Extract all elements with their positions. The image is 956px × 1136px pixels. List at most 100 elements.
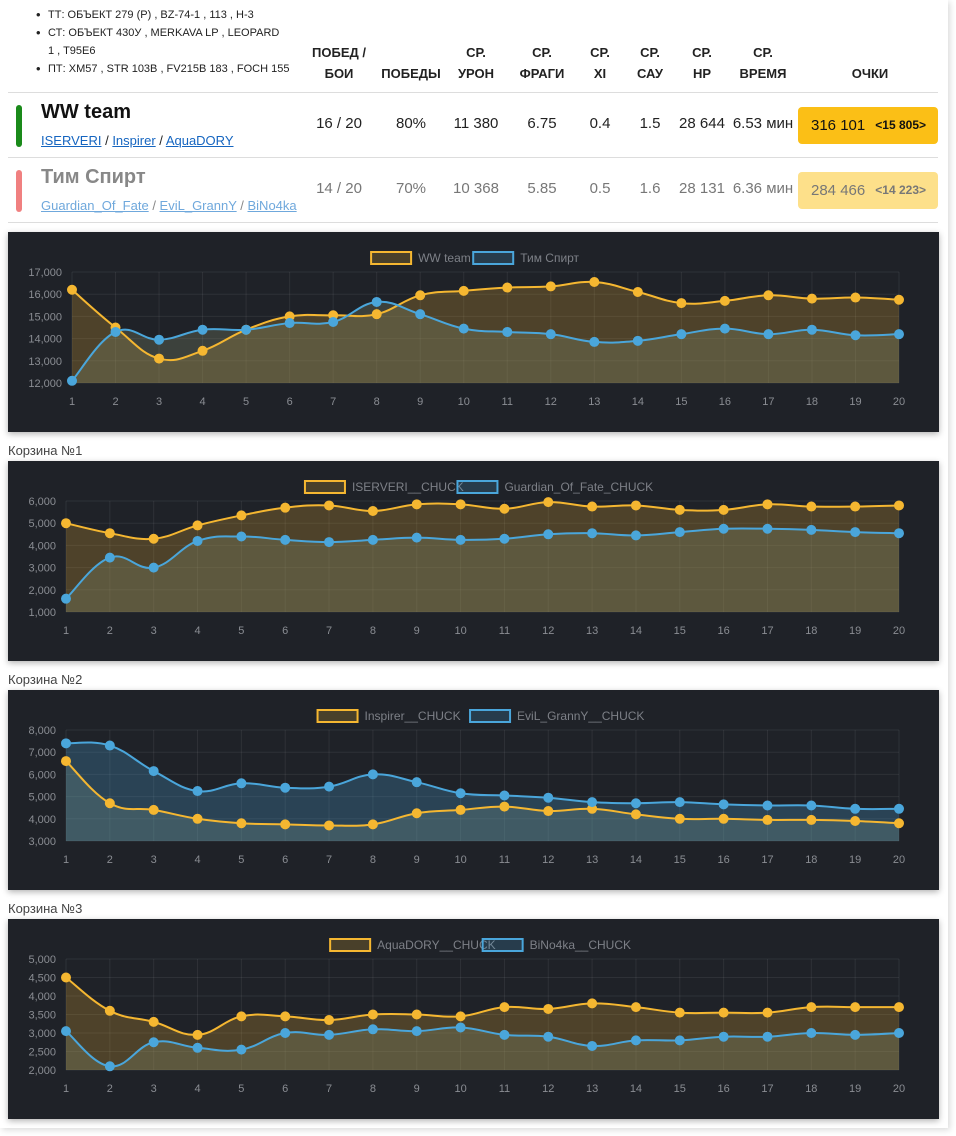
team-color-bar <box>16 170 22 212</box>
data-point <box>850 292 861 303</box>
data-point <box>197 345 208 356</box>
x-tick-label: 2 <box>107 1083 113 1095</box>
data-point <box>236 1044 247 1055</box>
separator: / <box>240 198 248 213</box>
team-hp: 28 644 <box>679 115 725 132</box>
data-point <box>763 329 774 340</box>
y-tick-label: 7,000 <box>28 747 56 759</box>
data-point <box>284 318 295 329</box>
x-tick-label: 3 <box>151 1083 157 1095</box>
column-header-arty: СР. САУ <box>636 45 664 81</box>
team-points: 284 466 <box>811 182 866 199</box>
data-point <box>674 504 685 515</box>
column-header-points: ОЧКИ <box>851 66 889 81</box>
data-point <box>630 809 641 820</box>
x-tick-label: 4 <box>200 396 206 408</box>
data-point <box>280 502 291 513</box>
y-tick-label: 4,000 <box>28 991 56 1003</box>
chart-panel-basket-2: 3,000 4,000 5,000 6,000 7,000 8,000 1 2 3 4 5 6 7 8 9 1… <box>8 690 939 890</box>
data-point <box>236 531 247 542</box>
legend-swatch <box>456 480 499 494</box>
legend-label: AquaDORY__CHUCK <box>377 938 496 952</box>
column-header-xi: СР. XI <box>590 45 610 81</box>
team-wins: 80% <box>395 115 427 132</box>
data-point <box>718 523 729 534</box>
y-tick-label: 4,000 <box>28 814 56 826</box>
column-header-damage: СР. УРОН <box>457 45 495 81</box>
data-point <box>587 998 598 1009</box>
data-point <box>806 293 817 304</box>
x-tick-label: 3 <box>151 854 157 866</box>
player-link[interactable]: EviL_GrannY <box>159 198 237 213</box>
player-link[interactable]: ISERVERI <box>41 133 102 148</box>
x-tick-label: 15 <box>674 1083 686 1095</box>
team-points-diff: <14 223> <box>875 183 926 197</box>
x-tick-label: 19 <box>849 1083 861 1095</box>
series-area <box>72 301 899 383</box>
data-point <box>894 1028 904 1038</box>
series-area <box>66 1027 899 1070</box>
data-point <box>415 309 426 320</box>
team-xi: 0.5 <box>589 180 611 197</box>
data-point <box>367 1009 378 1020</box>
y-tick-label: 14,000 <box>28 334 62 346</box>
data-point <box>67 375 77 386</box>
team-damage: 11 380 <box>453 115 499 132</box>
data-point <box>762 499 773 510</box>
team-score: 284 466 <14 223> <box>798 172 938 209</box>
data-point <box>894 500 904 511</box>
data-point <box>411 1009 422 1020</box>
legend-swatch <box>370 251 413 265</box>
data-point <box>502 326 513 337</box>
data-point <box>806 324 817 335</box>
data-point <box>763 290 774 301</box>
player-link[interactable]: Inspirer <box>112 133 156 148</box>
y-tick-label: 2,000 <box>28 585 56 597</box>
x-tick-label: 19 <box>849 396 861 408</box>
player-link[interactable]: Guardian_Of_Fate <box>41 198 149 213</box>
data-point <box>543 529 554 540</box>
team-wins: 70% <box>395 180 427 197</box>
chart-panel-basket-1: 1,000 2,000 3,000 4,000 5,000 6,000 1 2 3 4 5 6 7 8 9 1… <box>8 461 939 661</box>
x-tick-label: 16 <box>718 625 730 637</box>
column-header-battles: ПОБЕД / БОИ <box>312 45 366 81</box>
data-point <box>850 816 861 827</box>
x-tick-label: 14 <box>630 625 642 637</box>
data-point <box>324 1029 335 1040</box>
data-point <box>894 818 904 829</box>
data-point <box>719 295 730 306</box>
data-point <box>104 740 115 751</box>
separator: / <box>105 133 113 148</box>
data-point <box>674 813 685 824</box>
player-link[interactable]: BiNo4ka <box>247 198 297 213</box>
data-point <box>458 323 469 334</box>
chart-panel-teams: 12,000 13,000 14,000 15,000 16,000 17,000 1 2 3 4… <box>8 232 939 432</box>
y-tick-label: 3,500 <box>28 1010 56 1022</box>
y-tick-label: 5,000 <box>28 518 56 530</box>
x-tick-label: 10 <box>454 625 466 637</box>
data-point <box>806 1028 817 1038</box>
x-tick-label: 3 <box>151 625 157 637</box>
vehicle-list-item: ТТ: ОБЪЕКТ 279 (Р) , BZ-74-1 , 113 , Н-3 <box>36 6 308 24</box>
x-tick-label: 20 <box>893 854 905 866</box>
player-link[interactable]: AquaDORY <box>165 133 234 148</box>
data-point <box>148 804 159 815</box>
team-frags: 6.75 <box>527 115 557 132</box>
data-point <box>192 535 203 546</box>
grid <box>65 958 900 1071</box>
data-point <box>587 501 598 512</box>
data-point <box>718 813 729 824</box>
x-tick-label: 1 <box>63 1083 69 1095</box>
data-point <box>850 330 861 341</box>
team-xi: 0.4 <box>589 115 611 132</box>
y-tick-label: 5,000 <box>28 954 56 966</box>
legend-swatch <box>316 709 359 723</box>
x-tick-label: 5 <box>238 854 244 866</box>
y-tick-label: 4,500 <box>28 973 56 985</box>
data-point <box>104 528 115 539</box>
data-point <box>197 324 208 335</box>
data-point <box>894 329 904 340</box>
